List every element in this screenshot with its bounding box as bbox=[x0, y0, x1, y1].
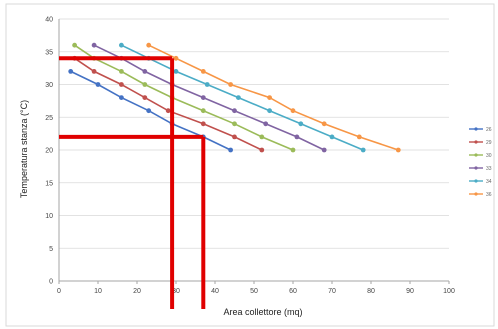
data-point bbox=[228, 147, 234, 153]
data-point bbox=[236, 95, 241, 100]
x-tick-label: 30 bbox=[172, 288, 180, 295]
x-axis-title: Area collettore (mq) bbox=[223, 307, 302, 317]
legend-marker bbox=[474, 153, 478, 157]
x-tick-label: 100 bbox=[443, 288, 455, 295]
data-point bbox=[91, 69, 97, 74]
data-point bbox=[200, 69, 206, 74]
data-point bbox=[259, 134, 265, 140]
legend-marker bbox=[474, 166, 478, 170]
legend-marker bbox=[474, 140, 478, 144]
y-tick-label: 35 bbox=[45, 49, 53, 56]
x-tick-label: 60 bbox=[289, 288, 297, 295]
data-point bbox=[232, 121, 237, 127]
red-annotation-lines bbox=[59, 56, 206, 309]
legend-label: 29 bbox=[486, 140, 492, 146]
gridlines bbox=[59, 18, 449, 249]
series-line-2 bbox=[74, 57, 263, 151]
y-tick-label: 10 bbox=[45, 213, 53, 220]
x-tick-label: 80 bbox=[367, 288, 375, 295]
data-point bbox=[267, 95, 272, 100]
data-point bbox=[142, 82, 148, 87]
data-point bbox=[228, 82, 234, 87]
data-point bbox=[173, 69, 179, 74]
data-point bbox=[321, 147, 327, 153]
data-point bbox=[72, 42, 77, 48]
data-point bbox=[165, 108, 171, 114]
x-tick-label: 20 bbox=[133, 288, 141, 295]
data-point bbox=[395, 147, 401, 153]
x-tick-label: 40 bbox=[211, 288, 219, 295]
data-point bbox=[91, 42, 97, 48]
legend-marker bbox=[474, 127, 478, 131]
data-point bbox=[267, 108, 272, 114]
data-point bbox=[95, 82, 101, 87]
legend-label: 36 bbox=[486, 192, 492, 198]
data-point bbox=[321, 121, 327, 127]
data-point bbox=[200, 95, 206, 100]
data-point bbox=[68, 69, 74, 74]
legend-marker bbox=[474, 179, 478, 183]
data-point bbox=[259, 147, 265, 153]
data-point bbox=[200, 108, 206, 114]
data-point bbox=[119, 82, 124, 87]
x-tick-label: 90 bbox=[406, 288, 414, 295]
legend-label: 33 bbox=[486, 166, 492, 172]
legend-label: 30 bbox=[486, 153, 492, 159]
data-point bbox=[173, 55, 179, 61]
legend: 26 29 30 33 34 36 bbox=[469, 127, 492, 198]
y-tick-label: 40 bbox=[45, 17, 53, 24]
y-tick-label: 20 bbox=[45, 148, 53, 155]
data-point bbox=[119, 95, 124, 100]
data-point bbox=[290, 147, 296, 153]
legend-label: 26 bbox=[486, 127, 492, 133]
x-tick-label: 10 bbox=[94, 288, 102, 295]
y-tick-label: 30 bbox=[45, 82, 53, 89]
data-point bbox=[360, 147, 366, 153]
data-point bbox=[142, 95, 148, 100]
y-tick-label: 25 bbox=[45, 115, 53, 122]
data-point bbox=[200, 121, 206, 127]
data-point bbox=[146, 42, 152, 48]
chart-border bbox=[5, 3, 495, 327]
data-point bbox=[232, 134, 237, 140]
legend-marker bbox=[474, 192, 478, 196]
x-tick-label: 70 bbox=[328, 288, 336, 295]
data-point bbox=[294, 134, 300, 140]
y-axis-title: Temperatura stanza (°C) bbox=[19, 100, 29, 198]
data-point bbox=[263, 121, 269, 127]
data-point bbox=[119, 69, 124, 74]
y-tick-label: 15 bbox=[45, 180, 53, 187]
x-tick-label: 50 bbox=[250, 288, 258, 295]
data-point bbox=[119, 42, 124, 48]
y-tick-labels: 0 5 10 15 20 25 30 35 40 bbox=[45, 17, 53, 286]
data-point bbox=[356, 134, 362, 140]
x-tick-label: 0 bbox=[57, 288, 61, 295]
data-point bbox=[298, 121, 304, 127]
legend-label: 34 bbox=[486, 179, 492, 185]
axes bbox=[58, 19, 450, 284]
data-point bbox=[232, 108, 237, 114]
data-point bbox=[146, 108, 152, 114]
y-tick-label: 0 bbox=[49, 279, 53, 286]
data-point bbox=[329, 134, 335, 140]
data-point bbox=[142, 69, 148, 74]
y-tick-label: 5 bbox=[49, 246, 53, 253]
series-group bbox=[68, 42, 401, 153]
data-point bbox=[290, 108, 296, 114]
x-tick-labels: 0 10 20 30 40 50 60 70 80 90 100 bbox=[57, 288, 455, 295]
data-point bbox=[204, 82, 210, 87]
